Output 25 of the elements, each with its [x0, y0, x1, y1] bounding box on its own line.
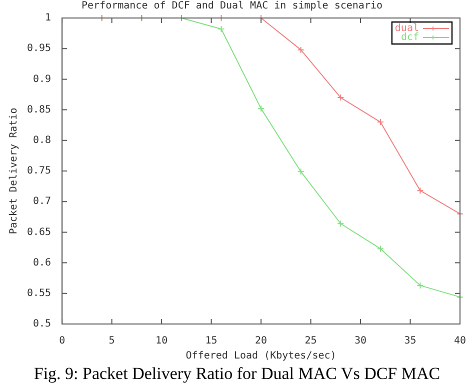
- x-tick-label: 0: [59, 336, 66, 347]
- x-tick-label: 20: [255, 336, 268, 347]
- x-tick-label: 30: [354, 336, 367, 347]
- y-tick-label: 0.95: [26, 43, 52, 54]
- y-tick-label: 0.75: [26, 166, 52, 177]
- x-tick-label: 15: [205, 336, 218, 347]
- y-tick-label: 0.85: [26, 104, 52, 116]
- y-tick-label: 0.5: [33, 318, 52, 330]
- x-tick-label: 10: [156, 336, 168, 347]
- legend-label: dcf: [400, 32, 419, 44]
- caption: Fig. 9: Packet Delivery Ratio for Dual MAC Vs DCF MAC: [32, 364, 442, 384]
- y-tick-label: 0.55: [26, 288, 52, 299]
- y-tick-label: 0.6: [33, 257, 52, 268]
- y-tick-label: 0.9: [33, 74, 52, 85]
- y-tick-label: 0.7: [33, 196, 52, 208]
- y-tick-label: 1: [45, 12, 52, 24]
- y-axis-title: Packet Delivery Ratio: [8, 108, 20, 234]
- x-tick-label: 5: [108, 336, 115, 347]
- chart-title: Performance of DCF and Dual MAC in simple scenario: [81, 0, 383, 12]
- x-tick-label: 35: [404, 336, 416, 347]
- y-tick-label: 0.65: [26, 226, 52, 238]
- x-axis-title: Offered Load (Kbytes/sec): [186, 350, 336, 362]
- y-tick-label: 0.8: [33, 134, 52, 146]
- x-tick-label: 25: [304, 336, 317, 347]
- x-tick-label: 40: [454, 336, 466, 347]
